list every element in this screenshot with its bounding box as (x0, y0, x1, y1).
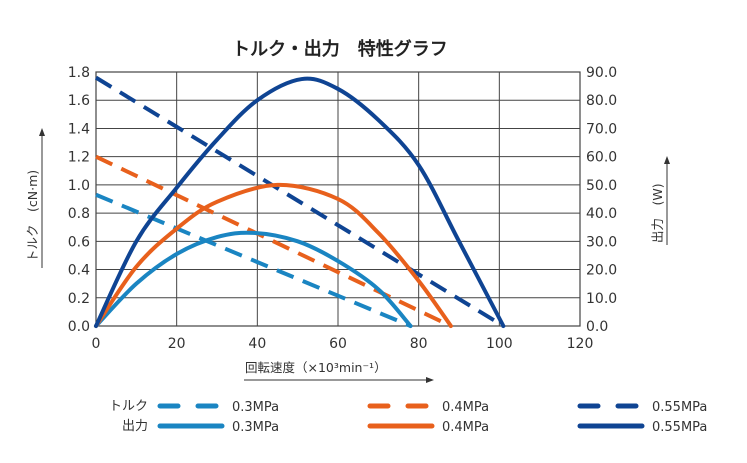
legend-torque-label: トルク (109, 399, 148, 414)
legend-item-label: 0.4MPa (442, 420, 489, 435)
x-tick-label: 40 (248, 336, 266, 352)
y-right-tick-label: 20.0 (586, 263, 617, 279)
y-left-arrow-head (39, 128, 45, 136)
y-left-tick-label: 0.8 (68, 206, 90, 222)
y-right-arrow-head (664, 156, 670, 164)
y-left-tick-label: 1.0 (68, 178, 90, 194)
y-right-tick-label: 40.0 (586, 206, 617, 222)
chart-title: トルク・出力 特性グラフ (232, 38, 448, 60)
series-torque-0_4MPa (95, 154, 452, 328)
x-tick-label: 60 (329, 336, 347, 352)
y-left-tick-label: 0.4 (68, 263, 90, 279)
y-left-label: トルク (cN·m) (25, 170, 40, 262)
y-left-tick-label: 0.6 (68, 234, 90, 250)
y-right-tick-label: 80.0 (586, 93, 617, 109)
y-left-tick-label: 0.2 (68, 291, 90, 307)
x-tick-label: 0 (92, 336, 101, 352)
y-right-tick-label: 10.0 (586, 291, 617, 307)
series-power-0_55MPa (94, 76, 506, 328)
y-right-label: 出力 (W) (650, 183, 665, 243)
series-torque-0_3MPa (95, 192, 412, 328)
legend-item-label: 0.4MPa (442, 400, 489, 415)
legend-item-label: 0.55MPa (652, 400, 707, 415)
y-right-tick-label: 60.0 (586, 150, 617, 166)
legend: トルク 出力 0.3MPa 0.4MPa 0.55MPa 0.3MPa 0.4MPa 0.… (109, 399, 707, 435)
y-left-tick-label: 1.6 (68, 93, 90, 109)
y-left-tick-label: 1.8 (68, 65, 90, 81)
x-tick-label: 120 (567, 336, 594, 352)
y-right-tick-label: 0.0 (586, 319, 608, 335)
series-torque-0_55MPa (94, 75, 505, 328)
series-power-0_3MPa (94, 230, 413, 328)
x-arrow-head (426, 377, 434, 383)
x-tick-label: 80 (410, 336, 428, 352)
tick-labels: 0 20 40 60 80 100 1200.00.20.40.60.81.01.21.41… (68, 65, 617, 352)
x-tick-label: 100 (486, 336, 513, 352)
x-label: 回転速度（×10³min⁻¹） (245, 360, 387, 375)
y-left-tick-label: 1.4 (68, 121, 90, 137)
y-left-tick-label: 1.2 (68, 150, 90, 166)
x-tick-label: 20 (168, 336, 186, 352)
legend-item-label: 0.55MPa (652, 420, 707, 435)
series-power-0_4MPa (94, 182, 453, 328)
y-left-tick-label: 0.0 (68, 319, 90, 335)
legend-power-label: 出力 (122, 419, 148, 434)
legend-item-label: 0.3MPa (232, 400, 279, 415)
series-group (94, 75, 506, 328)
y-right-tick-label: 90.0 (586, 65, 617, 81)
y-right-tick-label: 70.0 (586, 121, 617, 137)
y-right-tick-label: 50.0 (586, 178, 617, 194)
y-right-tick-label: 30.0 (586, 234, 617, 250)
legend-item-label: 0.3MPa (232, 420, 279, 435)
